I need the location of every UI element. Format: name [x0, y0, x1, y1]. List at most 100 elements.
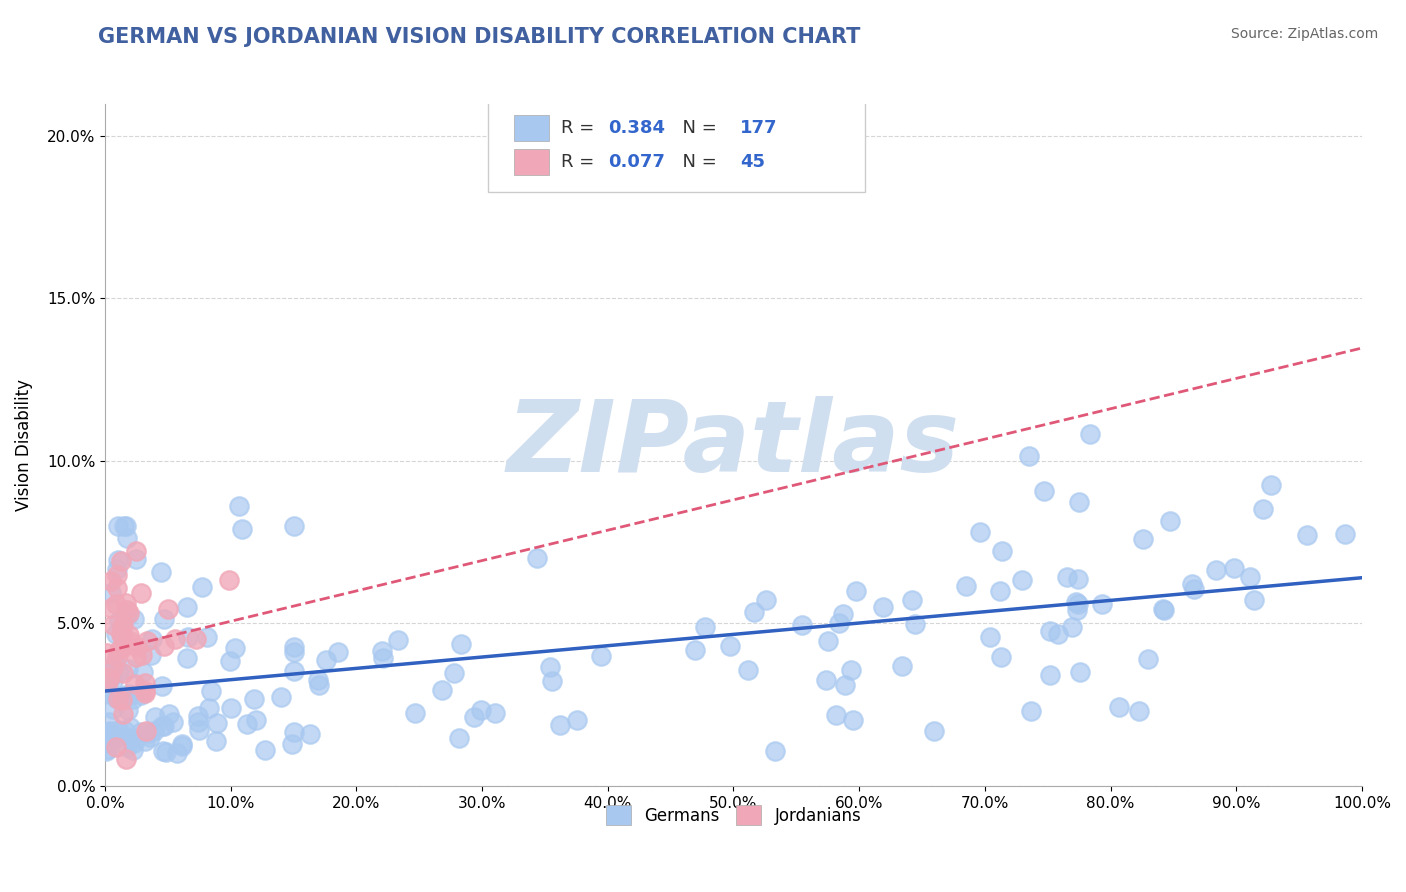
Point [1251, 502, 1274, 516]
Point [828, 615, 851, 630]
Point [176, 599, 198, 614]
Point [235, 717, 257, 731]
Point [115, 739, 138, 754]
Point [107, 723, 129, 737]
Point [117, 687, 139, 701]
Point [134, 683, 156, 698]
Text: 0.384: 0.384 [607, 119, 665, 137]
Point [152, 744, 174, 758]
Point [187, 714, 209, 729]
Point [548, 718, 571, 732]
Point [990, 649, 1012, 664]
Point [172, 739, 194, 753]
Point [207, 715, 229, 730]
Point [101, 673, 124, 688]
Point [538, 660, 561, 674]
Point [103, 731, 125, 746]
Point [98, 730, 121, 744]
Point [567, 714, 589, 728]
Point [139, 730, 162, 744]
Point [1067, 573, 1090, 587]
Point [526, 551, 548, 566]
Point [124, 736, 146, 750]
Text: GERMAN VS JORDANIAN VISION DISABILITY CORRELATION CHART: GERMAN VS JORDANIAN VISION DISABILITY CO… [98, 27, 860, 46]
Point [430, 683, 453, 698]
Point [122, 612, 145, 626]
Point [198, 701, 221, 715]
Point [131, 688, 153, 702]
Point [117, 703, 139, 717]
Point [131, 648, 153, 663]
Point [1223, 561, 1246, 575]
Point [1060, 620, 1083, 634]
Point [107, 690, 129, 704]
Point [136, 726, 159, 740]
Point [1021, 704, 1043, 718]
Text: Source: ZipAtlas.com: Source: ZipAtlas.com [1230, 27, 1378, 41]
Point [924, 724, 946, 739]
Point [184, 632, 207, 646]
Y-axis label: Vision Disability: Vision Disability [15, 378, 32, 510]
Point [114, 519, 136, 533]
Point [111, 641, 134, 656]
Text: R =: R = [561, 153, 600, 171]
Point [143, 709, 166, 723]
Point [371, 644, 394, 658]
Point [96, 744, 118, 758]
Point [100, 586, 122, 600]
Point [105, 562, 128, 576]
Point [98, 715, 121, 730]
Point [166, 746, 188, 760]
Point [755, 593, 778, 607]
Point [270, 690, 292, 705]
Point [1152, 602, 1174, 616]
Point [111, 693, 134, 707]
Point [108, 642, 131, 657]
Point [1334, 526, 1357, 541]
Point [1182, 582, 1205, 596]
Point [111, 665, 134, 680]
Point [1260, 477, 1282, 491]
Point [1243, 592, 1265, 607]
Text: 45: 45 [740, 153, 765, 171]
Point [143, 723, 166, 738]
Point [1056, 570, 1078, 584]
Point [190, 580, 212, 594]
Point [104, 691, 127, 706]
Point [991, 544, 1014, 558]
Point [122, 743, 145, 757]
Point [1069, 494, 1091, 508]
Point [97, 686, 120, 700]
Point [1181, 577, 1204, 591]
Point [1153, 603, 1175, 617]
Point [124, 677, 146, 691]
Point [1091, 597, 1114, 611]
Point [955, 579, 977, 593]
Point [111, 706, 134, 721]
Point [891, 659, 914, 673]
Point [969, 525, 991, 540]
Point [96, 646, 118, 660]
Point [152, 613, 174, 627]
Point [111, 629, 134, 643]
Point [1137, 652, 1160, 666]
Point [134, 676, 156, 690]
Point [541, 673, 564, 688]
Point [115, 596, 138, 610]
Point [1128, 704, 1150, 718]
Point [117, 607, 139, 622]
Point [118, 607, 141, 621]
Legend: Germans, Jordanians: Germans, Jordanians [599, 798, 868, 832]
Point [792, 618, 814, 632]
Point [125, 640, 148, 654]
Point [150, 719, 173, 733]
Point [224, 640, 246, 655]
Point [463, 710, 485, 724]
Point [108, 665, 131, 679]
Point [450, 637, 472, 651]
Point [693, 620, 716, 634]
Point [1205, 563, 1227, 577]
Point [172, 737, 194, 751]
Point [107, 692, 129, 706]
Point [103, 656, 125, 670]
